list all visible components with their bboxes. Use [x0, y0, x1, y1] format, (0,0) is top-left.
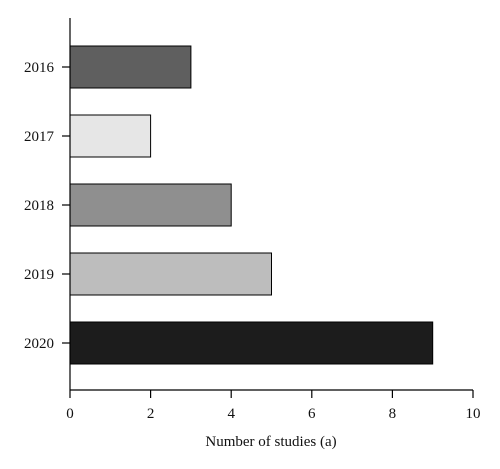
bar-2020	[69, 321, 434, 365]
x-tick-label-4: 4	[227, 406, 235, 422]
bar-2017	[69, 114, 152, 158]
x-axis-ticks: 0 2 4 6 8 10	[66, 390, 481, 422]
y-tick-label-2017: 2017	[24, 129, 55, 145]
x-tick-label-10: 10	[466, 406, 481, 422]
y-axis-ticks: 2016 2017 2018 2019 2020	[24, 60, 70, 352]
y-tick-label-2016: 2016	[24, 60, 55, 76]
y-tick-label-2020: 2020	[24, 336, 54, 352]
x-tick-label-2: 2	[147, 406, 155, 422]
x-axis-title: Number of studies (a)	[205, 434, 336, 450]
bars-group	[69, 45, 434, 365]
x-tick-label-0: 0	[66, 406, 74, 422]
bar-2016	[69, 45, 192, 89]
x-tick-label-6: 6	[308, 406, 316, 422]
bar-2019	[69, 252, 272, 296]
y-tick-label-2018: 2018	[24, 198, 54, 214]
bar-2018	[69, 183, 232, 227]
x-tick-label-8: 8	[389, 406, 397, 422]
y-tick-label-2019: 2019	[24, 267, 54, 283]
